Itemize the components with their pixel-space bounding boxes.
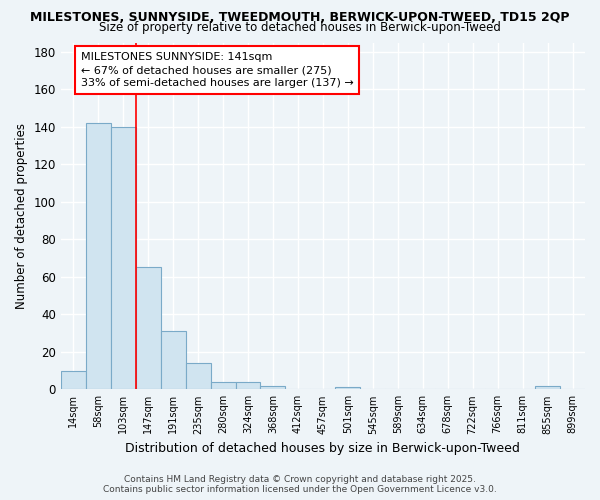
Text: Contains HM Land Registry data © Crown copyright and database right 2025.
Contai: Contains HM Land Registry data © Crown c… xyxy=(103,474,497,494)
Bar xyxy=(111,127,136,390)
Bar xyxy=(236,382,260,390)
Bar xyxy=(185,363,211,390)
Text: Size of property relative to detached houses in Berwick-upon-Tweed: Size of property relative to detached ho… xyxy=(99,21,501,34)
Bar xyxy=(335,388,361,390)
Bar xyxy=(211,382,236,390)
Bar xyxy=(86,123,111,390)
Y-axis label: Number of detached properties: Number of detached properties xyxy=(15,123,28,309)
Text: MILESTONES SUNNYSIDE: 141sqm
← 67% of detached houses are smaller (275)
33% of s: MILESTONES SUNNYSIDE: 141sqm ← 67% of de… xyxy=(81,52,353,88)
Bar xyxy=(61,370,86,390)
Bar xyxy=(260,386,286,390)
Bar xyxy=(535,386,560,390)
X-axis label: Distribution of detached houses by size in Berwick-upon-Tweed: Distribution of detached houses by size … xyxy=(125,442,520,455)
Bar xyxy=(136,268,161,390)
Text: MILESTONES, SUNNYSIDE, TWEEDMOUTH, BERWICK-UPON-TWEED, TD15 2QP: MILESTONES, SUNNYSIDE, TWEEDMOUTH, BERWI… xyxy=(30,11,570,24)
Bar xyxy=(161,331,185,390)
